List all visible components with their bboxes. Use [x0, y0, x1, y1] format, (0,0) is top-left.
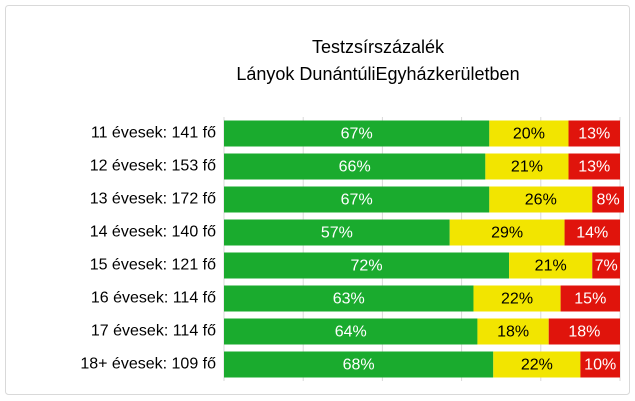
bar-segment [224, 252, 510, 279]
bar-segment [473, 285, 561, 312]
y-tick-label: 18+ évesek: 109 fő [80, 356, 216, 373]
bar-segment [224, 285, 474, 312]
bar-segment [568, 120, 620, 147]
bar-segment [548, 318, 620, 345]
data-label: 22% [521, 357, 553, 374]
bar-segment [580, 351, 620, 378]
y-tick-label: 17 évesek: 114 fő [91, 323, 216, 340]
y-tick-label: 15 évesek: 121 fő [90, 257, 216, 274]
data-label: 15% [574, 291, 606, 308]
bar-segment [477, 318, 549, 345]
data-label: 8% [597, 192, 620, 209]
chart-subtitle: Lányok DunántúliEgyházkerületben [236, 64, 519, 84]
bar-segment [485, 153, 569, 180]
data-label: 18% [568, 324, 600, 341]
bar-segment [489, 186, 593, 213]
bar-segment [224, 351, 494, 378]
data-label: 13% [578, 126, 610, 143]
data-label: 14% [576, 225, 608, 242]
data-label: 29% [491, 225, 523, 242]
data-label: 20% [513, 126, 545, 143]
data-label: 21% [535, 258, 567, 275]
data-label: 68% [343, 357, 375, 374]
bar-segment [568, 153, 620, 180]
bar-segment [592, 186, 624, 213]
bar-segment [493, 351, 581, 378]
bar-segment [224, 153, 486, 180]
bar-segment [489, 120, 569, 147]
data-label: 7% [595, 258, 618, 275]
bar-segment [509, 252, 593, 279]
bar-segment [564, 219, 620, 246]
data-label: 26% [525, 192, 557, 209]
data-label: 57% [321, 225, 353, 242]
data-label: 10% [584, 357, 616, 374]
bar-segment [224, 120, 490, 147]
data-label: 67% [341, 126, 373, 143]
data-label: 13% [578, 159, 610, 176]
bar-segment [224, 318, 478, 345]
data-label: 63% [333, 291, 365, 308]
data-label: 66% [339, 159, 371, 176]
data-label: 18% [497, 324, 529, 341]
data-label: 21% [511, 159, 543, 176]
bar-segment [449, 219, 565, 246]
y-tick-label: 14 évesek: 140 fő [90, 224, 216, 241]
y-tick-label: 16 évesek: 114 fő [91, 290, 216, 307]
y-tick-label: 11 évesek: 141 fő [91, 125, 216, 142]
chart-title: Testzsírszázalék [312, 37, 445, 57]
bar-segment [592, 252, 620, 279]
bar-segment [560, 285, 620, 312]
bar-segment [224, 219, 450, 246]
y-tick-label: 12 évesek: 153 fő [90, 158, 216, 175]
data-label: 22% [501, 291, 533, 308]
data-label: 72% [351, 258, 383, 275]
y-tick-label: 13 évesek: 172 fő [90, 191, 216, 208]
bar-segment [224, 186, 490, 213]
data-label: 67% [341, 192, 373, 209]
data-label: 64% [335, 324, 367, 341]
